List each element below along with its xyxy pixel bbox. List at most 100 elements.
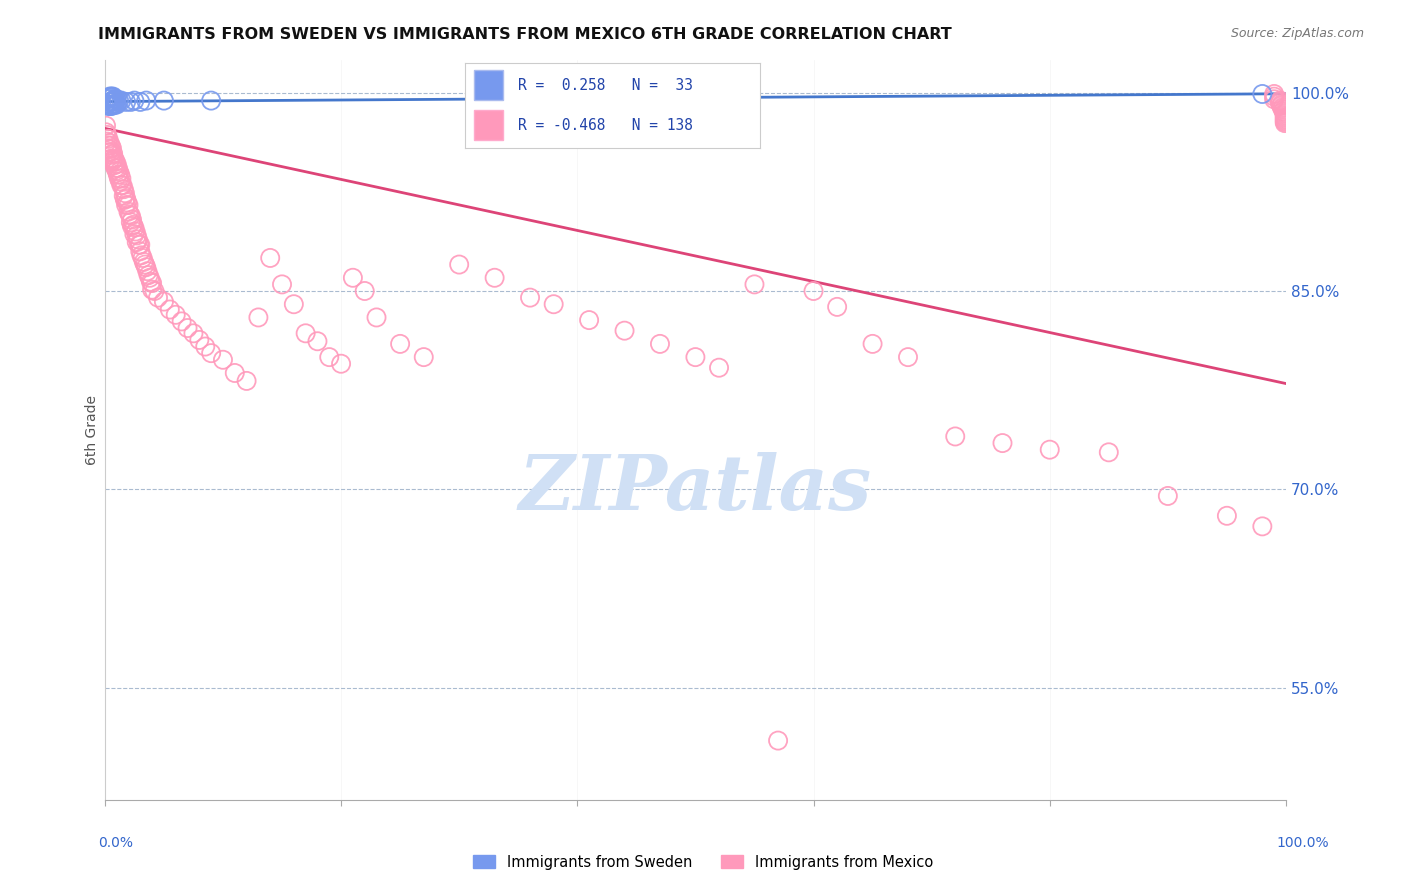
- Point: [100, 89, 122, 103]
- Point: [188, 333, 211, 347]
- Point: [648, 337, 671, 351]
- Point: [613, 324, 636, 338]
- Point: [103, 158, 125, 172]
- Point: [224, 366, 246, 380]
- Point: [101, 97, 124, 112]
- Point: [1268, 95, 1291, 109]
- Point: [259, 251, 281, 265]
- Point: [110, 171, 132, 186]
- Point: [125, 228, 148, 243]
- Point: [115, 198, 138, 212]
- Point: [131, 248, 153, 262]
- Point: [247, 310, 270, 325]
- Point: [1039, 442, 1062, 457]
- Point: [96, 92, 118, 106]
- Point: [97, 138, 120, 153]
- Point: [101, 89, 124, 103]
- Point: [105, 97, 128, 112]
- Point: [132, 255, 155, 269]
- Point: [94, 125, 117, 139]
- Point: [107, 168, 129, 182]
- Point: [98, 143, 121, 157]
- Point: [108, 168, 131, 182]
- Point: [103, 97, 125, 112]
- Point: [342, 270, 364, 285]
- Point: [484, 270, 506, 285]
- Point: [103, 152, 125, 166]
- Point: [94, 96, 117, 111]
- Point: [200, 94, 222, 108]
- Point: [120, 95, 142, 109]
- Point: [1271, 100, 1294, 114]
- Point: [115, 95, 138, 109]
- Point: [117, 195, 139, 210]
- Point: [114, 186, 136, 201]
- Point: [165, 308, 187, 322]
- Text: 100.0%: 100.0%: [1277, 836, 1329, 850]
- Point: [115, 191, 138, 205]
- Point: [110, 178, 132, 193]
- Point: [101, 89, 124, 103]
- Point: [1274, 107, 1296, 121]
- Point: [685, 350, 707, 364]
- Point: [108, 174, 131, 188]
- Point: [143, 284, 166, 298]
- Point: [98, 95, 121, 109]
- Point: [176, 321, 198, 335]
- Point: [449, 258, 471, 272]
- Point: [1274, 105, 1296, 120]
- Point: [578, 313, 600, 327]
- Point: [1268, 96, 1291, 111]
- Point: [862, 337, 884, 351]
- Point: [294, 326, 316, 341]
- Point: [412, 350, 434, 364]
- Point: [127, 232, 149, 246]
- Point: [803, 284, 825, 298]
- Point: [1263, 92, 1285, 106]
- Y-axis label: 6th Grade: 6th Grade: [86, 395, 100, 465]
- Point: [101, 154, 124, 169]
- Point: [129, 95, 152, 109]
- Point: [1274, 113, 1296, 128]
- Point: [121, 219, 143, 234]
- Point: [104, 97, 127, 112]
- Point: [108, 165, 131, 179]
- Point: [97, 99, 120, 113]
- Point: [271, 277, 294, 292]
- Point: [1274, 112, 1296, 127]
- Point: [98, 99, 121, 113]
- Point: [825, 300, 848, 314]
- Point: [707, 360, 730, 375]
- Point: [1274, 108, 1296, 122]
- Point: [128, 237, 150, 252]
- Point: [212, 352, 235, 367]
- Point: [330, 357, 353, 371]
- Text: Source: ZipAtlas.com: Source: ZipAtlas.com: [1230, 27, 1364, 40]
- Point: [118, 207, 141, 221]
- Point: [105, 92, 128, 106]
- Point: [153, 94, 176, 108]
- Point: [366, 310, 388, 325]
- Point: [108, 94, 131, 108]
- Point: [120, 209, 142, 223]
- Point: [1098, 445, 1121, 459]
- Point: [122, 218, 145, 232]
- Point: [101, 99, 124, 113]
- Point: [97, 132, 120, 146]
- Point: [96, 135, 118, 149]
- Point: [104, 92, 127, 106]
- Point: [101, 153, 124, 167]
- Point: [1274, 116, 1296, 130]
- Point: [112, 189, 135, 203]
- Point: [117, 204, 139, 219]
- Point: [200, 346, 222, 360]
- Point: [543, 297, 565, 311]
- Point: [183, 326, 205, 341]
- Point: [108, 171, 131, 186]
- Point: [307, 334, 329, 349]
- Point: [111, 178, 134, 193]
- Point: [98, 136, 121, 150]
- Point: [100, 138, 122, 153]
- Point: [103, 92, 125, 106]
- Point: [1270, 97, 1292, 112]
